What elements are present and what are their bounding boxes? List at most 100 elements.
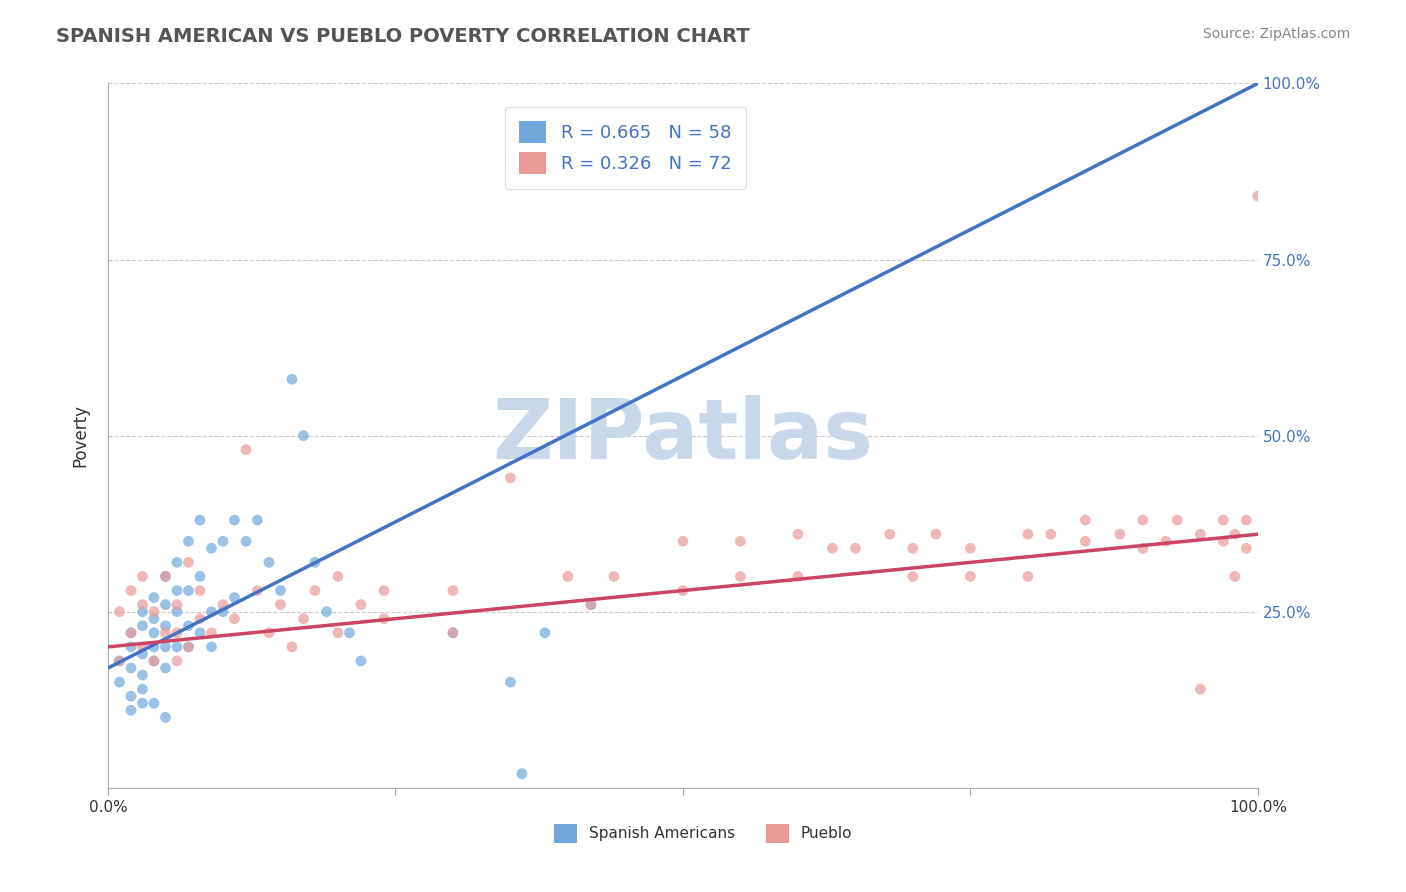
Point [304,555,326,569]
Point [143,591,166,605]
Point [131,619,153,633]
Point [143,696,166,710]
Point [1247,189,1270,203]
Point [155,569,177,583]
Point [786,527,808,541]
Point [441,583,464,598]
Point [200,625,222,640]
Point [120,703,142,717]
Point [844,541,866,556]
Point [143,654,166,668]
Point [166,625,188,640]
Point [534,625,557,640]
Point [292,612,315,626]
Point [155,661,177,675]
Text: SPANISH AMERICAN VS PUEBLO POVERTY CORRELATION CHART: SPANISH AMERICAN VS PUEBLO POVERTY CORRE… [56,27,749,45]
Point [603,569,626,583]
Point [108,654,131,668]
Point [235,534,257,549]
Point [131,696,153,710]
Point [257,555,280,569]
Point [281,372,304,386]
Point [200,605,222,619]
Y-axis label: Poverty: Poverty [72,404,89,467]
Point [143,625,166,640]
Point [350,598,373,612]
Point [166,583,188,598]
Point [350,654,373,668]
Point [326,625,349,640]
Point [143,612,166,626]
Point [672,583,695,598]
Point [1189,682,1212,697]
Point [441,625,464,640]
Point [131,682,153,697]
Point [246,513,269,527]
Point [131,605,153,619]
Point [499,471,522,485]
Point [177,640,200,654]
Point [155,619,177,633]
Point [304,583,326,598]
Point [120,625,142,640]
Point [269,583,291,598]
Point [579,598,602,612]
Point [108,605,131,619]
Point [155,710,177,724]
Point [1039,527,1062,541]
Point [188,569,211,583]
Point [959,541,981,556]
Point [177,583,200,598]
Point [177,640,200,654]
Text: ZIPatlas: ZIPatlas [492,395,873,476]
Point [730,569,752,583]
Point [155,569,177,583]
Point [120,625,142,640]
Point [131,647,153,661]
Point [166,598,188,612]
Point [901,541,924,556]
Point [879,527,901,541]
Point [1132,541,1154,556]
Point [821,541,844,556]
Point [1074,513,1097,527]
Point [212,605,235,619]
Point [166,640,188,654]
Point [579,598,602,612]
Point [177,555,200,569]
Point [131,640,153,654]
Point [120,689,142,703]
Point [108,675,131,690]
Point [177,534,200,549]
Point [1234,513,1257,527]
Point [120,661,142,675]
Point [257,625,280,640]
Point [224,591,246,605]
Point [339,625,361,640]
Point [188,612,211,626]
Point [1166,513,1188,527]
Point [901,569,924,583]
Point [1223,527,1246,541]
Point [120,640,142,654]
Point [315,605,337,619]
Point [166,555,188,569]
Point [672,534,695,549]
Point [166,605,188,619]
Point [188,583,211,598]
Point [212,598,235,612]
Point [281,640,304,654]
Point [200,640,222,654]
Point [786,569,808,583]
Point [155,640,177,654]
Legend: Spanish Americans, Pueblo: Spanish Americans, Pueblo [548,818,858,848]
Legend: R = 0.665   N = 58, R = 0.326   N = 72: R = 0.665 N = 58, R = 0.326 N = 72 [505,106,747,188]
Point [224,612,246,626]
Point [373,612,395,626]
Point [143,640,166,654]
Point [1017,527,1039,541]
Text: Source: ZipAtlas.com: Source: ZipAtlas.com [1202,27,1350,41]
Point [143,605,166,619]
Point [373,583,395,598]
Point [131,598,153,612]
